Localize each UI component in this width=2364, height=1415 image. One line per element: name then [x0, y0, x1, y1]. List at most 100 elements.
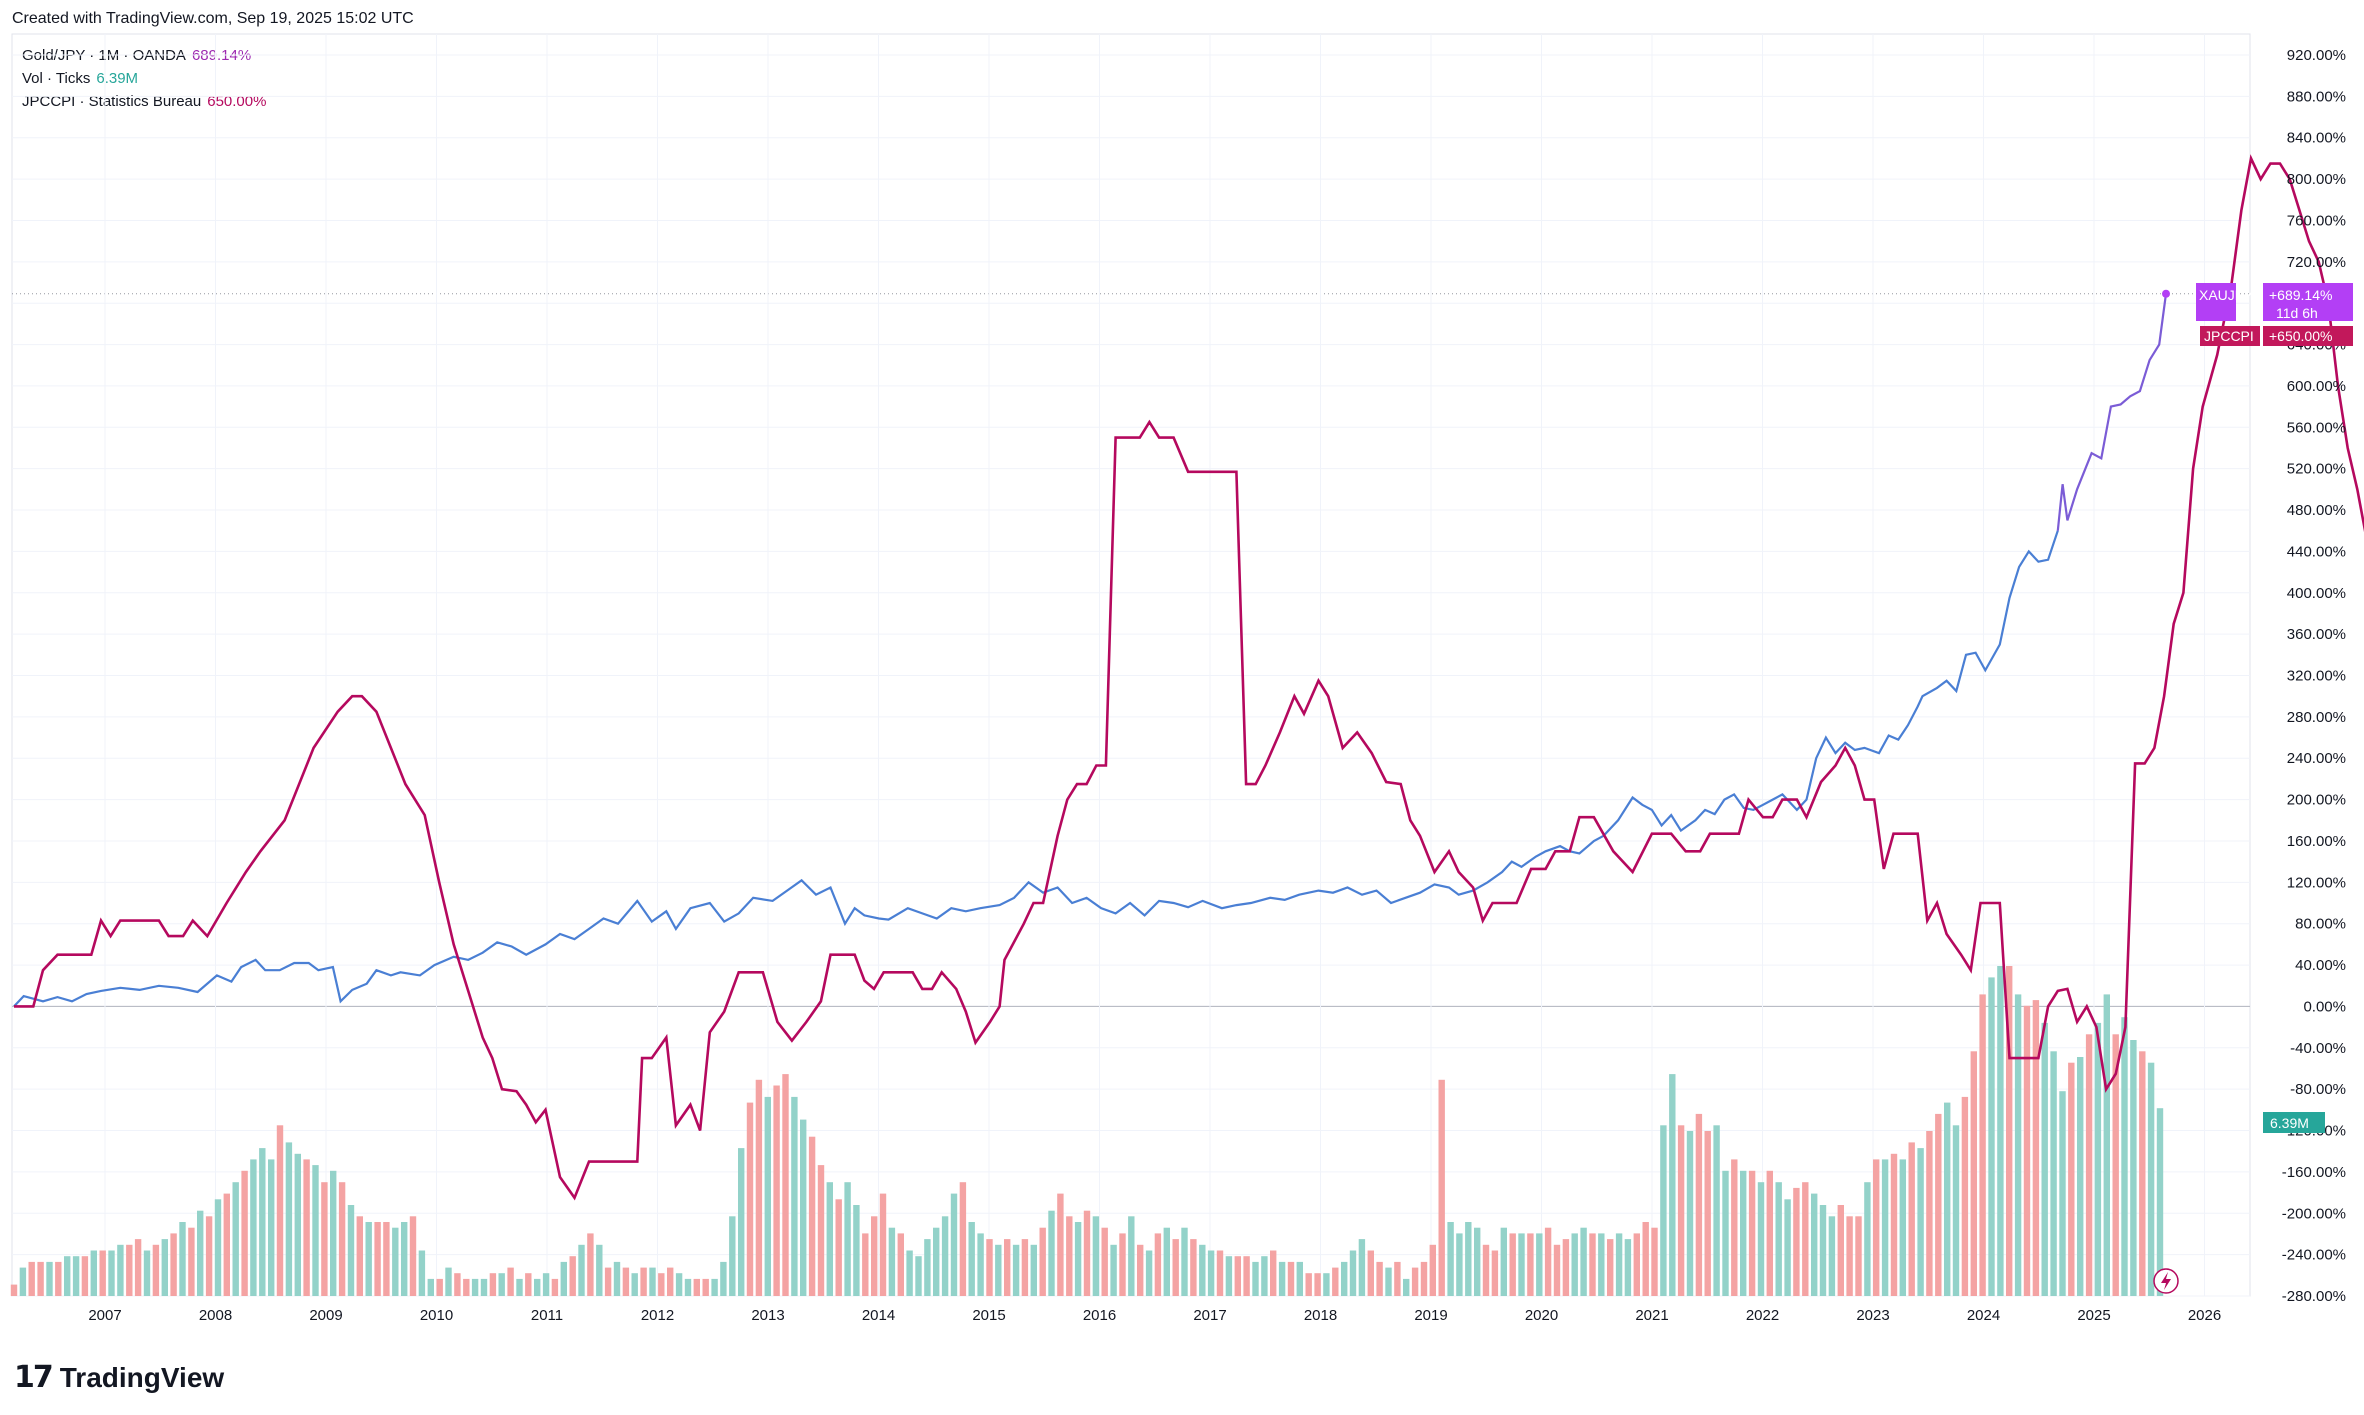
y-tick-label: 840.00% [2287, 130, 2346, 147]
volume-bar [1403, 1278, 1410, 1296]
volume-bar [1970, 1051, 1977, 1296]
jpccpi-tag-name: JPCCPI [2204, 328, 2254, 344]
volume-bar [1048, 1210, 1055, 1296]
y-tick-label: 760.00% [2287, 212, 2346, 229]
volume-bar [684, 1278, 692, 1296]
volume-bar [729, 1216, 736, 1296]
volume-bar [152, 1244, 160, 1296]
x-tick-label: 2020 [1525, 1307, 1558, 1324]
jpccpi-line [14, 154, 2364, 1201]
y-tick-label: 600.00% [2287, 378, 2346, 395]
volume-bar [800, 1119, 807, 1296]
volume-bar [1358, 1239, 1366, 1296]
volume-bar [1988, 977, 1995, 1296]
volume-bar [1890, 1153, 1898, 1296]
jpccpi-price-tag: JPCCPI +650.00% [2200, 326, 2353, 346]
volume-bar [977, 1233, 984, 1296]
volume-bar [1651, 1227, 1658, 1296]
volume-bar [507, 1267, 514, 1296]
y-tick-label: 520.00% [2287, 461, 2346, 478]
volume-bar [1615, 1233, 1623, 1296]
volume-bar [1074, 1222, 1082, 1296]
volume-bar [445, 1267, 452, 1296]
xaujpy-tag-name: XAUJPY [2199, 287, 2254, 303]
volume-bar [1686, 1131, 1694, 1296]
volume-bar [1039, 1227, 1046, 1296]
volume-bar [702, 1278, 709, 1296]
xaujpy-last-point [2162, 289, 2170, 298]
grid [12, 34, 2250, 1297]
volume-bar [1784, 1199, 1791, 1296]
volume-bar [613, 1261, 621, 1296]
volume-bar [1394, 1261, 1401, 1296]
volume-bar [1030, 1244, 1037, 1296]
volume-bar [941, 1216, 949, 1296]
volume-bar [542, 1273, 550, 1296]
volume-bar [498, 1273, 505, 1296]
legend-row-jpccpi[interactable]: JPCCPI · Statistics Bureau 650.00% [22, 90, 266, 113]
volume-bar [1748, 1170, 1756, 1296]
volume-bar [1624, 1239, 1632, 1296]
volume-bar [409, 1216, 417, 1296]
volume-bar [1057, 1193, 1064, 1296]
volume-bar [1677, 1125, 1685, 1296]
y-tick-label: 880.00% [2287, 88, 2346, 105]
volume-bar [214, 1199, 222, 1296]
y-tick-label: 320.00% [2287, 668, 2346, 685]
volume-bar [1456, 1233, 1463, 1296]
legend-row-volume[interactable]: Vol · Ticks 6.39M [22, 67, 266, 90]
volume-bar [1163, 1227, 1170, 1296]
volume-bar [90, 1250, 97, 1296]
volume-bar [826, 1182, 833, 1296]
volume-bar [1908, 1142, 1915, 1296]
tradingview-logo[interactable]: 17 TradingView [14, 1360, 224, 1395]
volume-bar [2077, 1057, 2084, 1296]
volume-bar [1837, 1205, 1844, 1296]
volume-bar [2068, 1062, 2075, 1296]
tradingview-logo-text: TradingView [59, 1361, 225, 1393]
volume-bar [108, 1250, 115, 1296]
volume-bar [1172, 1239, 1179, 1296]
volume-bar [525, 1273, 532, 1296]
volume-bar [1474, 1227, 1481, 1296]
volume-bar [1660, 1125, 1667, 1296]
volume-bar [170, 1233, 177, 1296]
volume-bar [1190, 1239, 1197, 1296]
x-tick-label: 2016 [1083, 1307, 1116, 1324]
volume-bar [2085, 1034, 2093, 1296]
volume-bar [1802, 1182, 1809, 1296]
xaujpy-tag-countdown: 11d 6h [2276, 305, 2318, 321]
volume-bar [1873, 1159, 1880, 1296]
replay-lightning-icon[interactable] [2153, 1268, 2179, 1294]
volume-bar [303, 1159, 310, 1296]
volume-bar [232, 1182, 239, 1296]
volume-bar [1766, 1170, 1773, 1296]
volume-bar [950, 1193, 958, 1296]
volume-bar [1899, 1159, 1906, 1296]
volume-bar [578, 1244, 585, 1296]
volume-bar [959, 1182, 967, 1296]
volume-bar [1092, 1216, 1100, 1296]
x-tick-label: 2011 [531, 1307, 563, 1324]
volume-bar [808, 1136, 816, 1296]
volume-bar [471, 1278, 479, 1296]
volume-bar [356, 1216, 363, 1296]
volume-bar [649, 1267, 656, 1296]
volume-bar [1491, 1250, 1499, 1296]
x-tick-label: 2017 [1193, 1307, 1226, 1324]
volume-bar [1518, 1233, 1525, 1296]
jpccpi-tag-value: +650.00% [2269, 328, 2332, 344]
volume-bar [667, 1267, 674, 1296]
y-tick-label: 800.00% [2287, 171, 2346, 188]
volume-bar [179, 1222, 186, 1296]
volume-bar [1137, 1244, 1144, 1296]
volume-bar [134, 1239, 142, 1296]
y-tick-label: 160.00% [2287, 833, 2346, 850]
y-tick-label: 400.00% [2287, 585, 2346, 602]
volume-bar [2041, 1022, 2048, 1296]
x-tick-label: 2021 [1635, 1307, 1668, 1324]
x-tick-label: 2014 [862, 1307, 895, 1324]
volume-bar [1128, 1216, 1135, 1296]
y-tick-label: 240.00% [2287, 750, 2346, 767]
